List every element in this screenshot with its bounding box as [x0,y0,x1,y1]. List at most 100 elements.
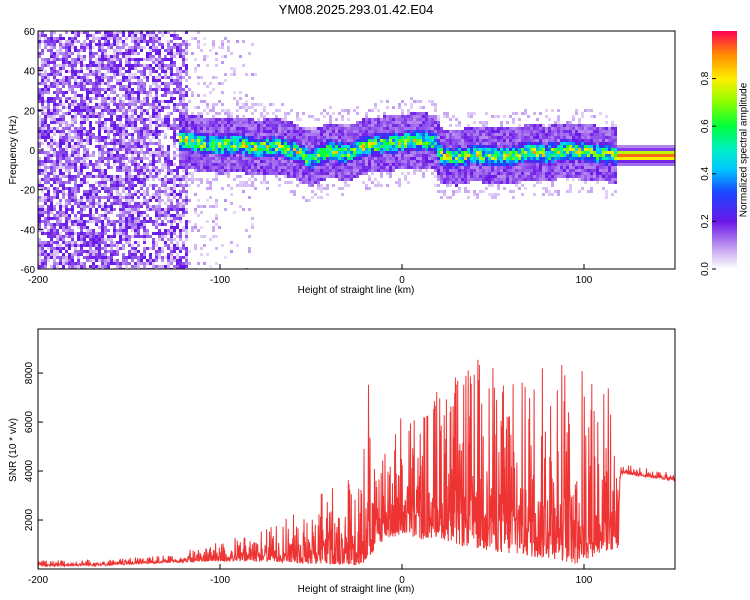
spectrogram-cell [428,151,431,154]
spectrogram-cell [62,106,65,109]
spectrogram-cell [167,247,170,250]
spectrogram-cell [395,127,398,130]
spectrogram-cell [356,172,359,175]
spectrogram-cell [380,148,383,151]
spectrogram-cell [107,109,110,112]
spectrogram-cell [95,169,98,172]
spectrogram-cell [437,166,440,169]
spectrogram-cell [59,199,62,202]
spectrogram-cell [185,139,188,142]
spectrogram-cell [77,211,80,214]
spectrogram-cell [134,175,137,178]
spectrogram-cell [50,229,53,232]
spectrogram-cell [449,145,452,148]
spectrogram-cell [215,217,218,220]
spectrogram-cell [101,256,104,259]
spectrogram-cell [380,169,383,172]
spectrogram-cell [137,115,140,118]
spectrogram-cell [389,151,392,154]
spectrogram-cell [128,61,131,64]
spectrogram-cell [386,148,389,151]
spectrogram-cell [146,232,149,235]
spectrogram-cell [53,43,56,46]
spectrogram-cell [347,163,350,166]
spectrogram-cell [143,139,146,142]
spectrogram-cell [41,130,44,133]
spectrogram-cell [350,145,353,148]
spectrogram-cell [71,238,74,241]
spectrogram-cell [281,136,284,139]
spectrogram-cell [179,217,182,220]
spectrogram-cell [182,40,185,43]
spectrogram-cell [221,46,224,49]
spectrogram-cell [170,124,173,127]
spectrogram-cell [140,82,143,85]
spectrogram-cell [131,139,134,142]
spectrogram-cell [278,130,281,133]
spectrogram-cell [41,58,44,61]
spectrogram-cell [218,46,221,49]
spectrogram-cell [119,211,122,214]
spectrogram-cell [341,148,344,151]
spectrogram-cell [164,184,167,187]
spectrogram-cell [260,136,263,139]
spectrogram-cell [221,118,224,121]
spectrogram-cell [209,109,212,112]
spectrogram-cell [173,79,176,82]
spectrogram-cell [206,169,209,172]
spectrogram-cell [56,106,59,109]
spectrogram-cell [218,169,221,172]
spectrogram-cell [77,244,80,247]
spectrogram-cell [107,88,110,91]
spectrogram-cell [113,157,116,160]
spectrogram-cell [119,130,122,133]
spectrogram-cell [197,151,200,154]
spectrogram-cell [131,82,134,85]
spectrogram-cell [83,175,86,178]
spectrogram-cell [158,232,161,235]
spectrogram-cell [362,148,365,151]
spectrogram-cell [44,175,47,178]
spectrogram-cell [185,103,188,106]
spectrogram-cell [434,136,437,139]
spectrogram-cell [392,142,395,145]
spectrogram-cell [206,139,209,142]
spectrogram-cell [314,154,317,157]
spectrogram-cell [185,202,188,205]
spectrogram-cell [374,166,377,169]
spectrogram-cell [221,166,224,169]
spectrogram-cell [155,106,158,109]
spectrogram-cell [47,76,50,79]
spectrogram-cell [56,40,59,43]
spectrogram-cell [293,127,296,130]
spectrogram-cell [65,148,68,151]
spectrogram-cell [215,223,218,226]
spectrogram-cell [134,52,137,55]
spectrogram-cell [140,133,143,136]
spectrogram-cell [374,142,377,145]
spectrogram-cell [401,145,404,148]
spectrogram-cell [71,208,74,211]
spectrogram-cell [143,67,146,70]
spectrogram-cell [179,46,182,49]
spectrogram-cell [74,37,77,40]
spectrogram-cell [398,166,401,169]
spectrogram-cell [140,64,143,67]
spectrogram-cell [95,97,98,100]
spectrogram-cell [311,175,314,178]
spectrogram-cell [347,112,350,115]
spectrogram-cell [251,142,254,145]
spectrogram-cell [185,211,188,214]
spectrogram-cell [233,178,236,181]
spectrogram-cell [365,166,368,169]
spectrogram-cell [161,247,164,250]
spectrogram-cell [143,46,146,49]
spectrogram-cell [56,97,59,100]
spectrogram-cell [335,160,338,163]
spectrogram-cell [65,163,68,166]
spectrogram-cell [149,103,152,106]
spectrogram-cell [227,109,230,112]
spectrogram-cell [77,238,80,241]
spectrogram-cell [290,172,293,175]
spectrogram-cell [185,94,188,97]
